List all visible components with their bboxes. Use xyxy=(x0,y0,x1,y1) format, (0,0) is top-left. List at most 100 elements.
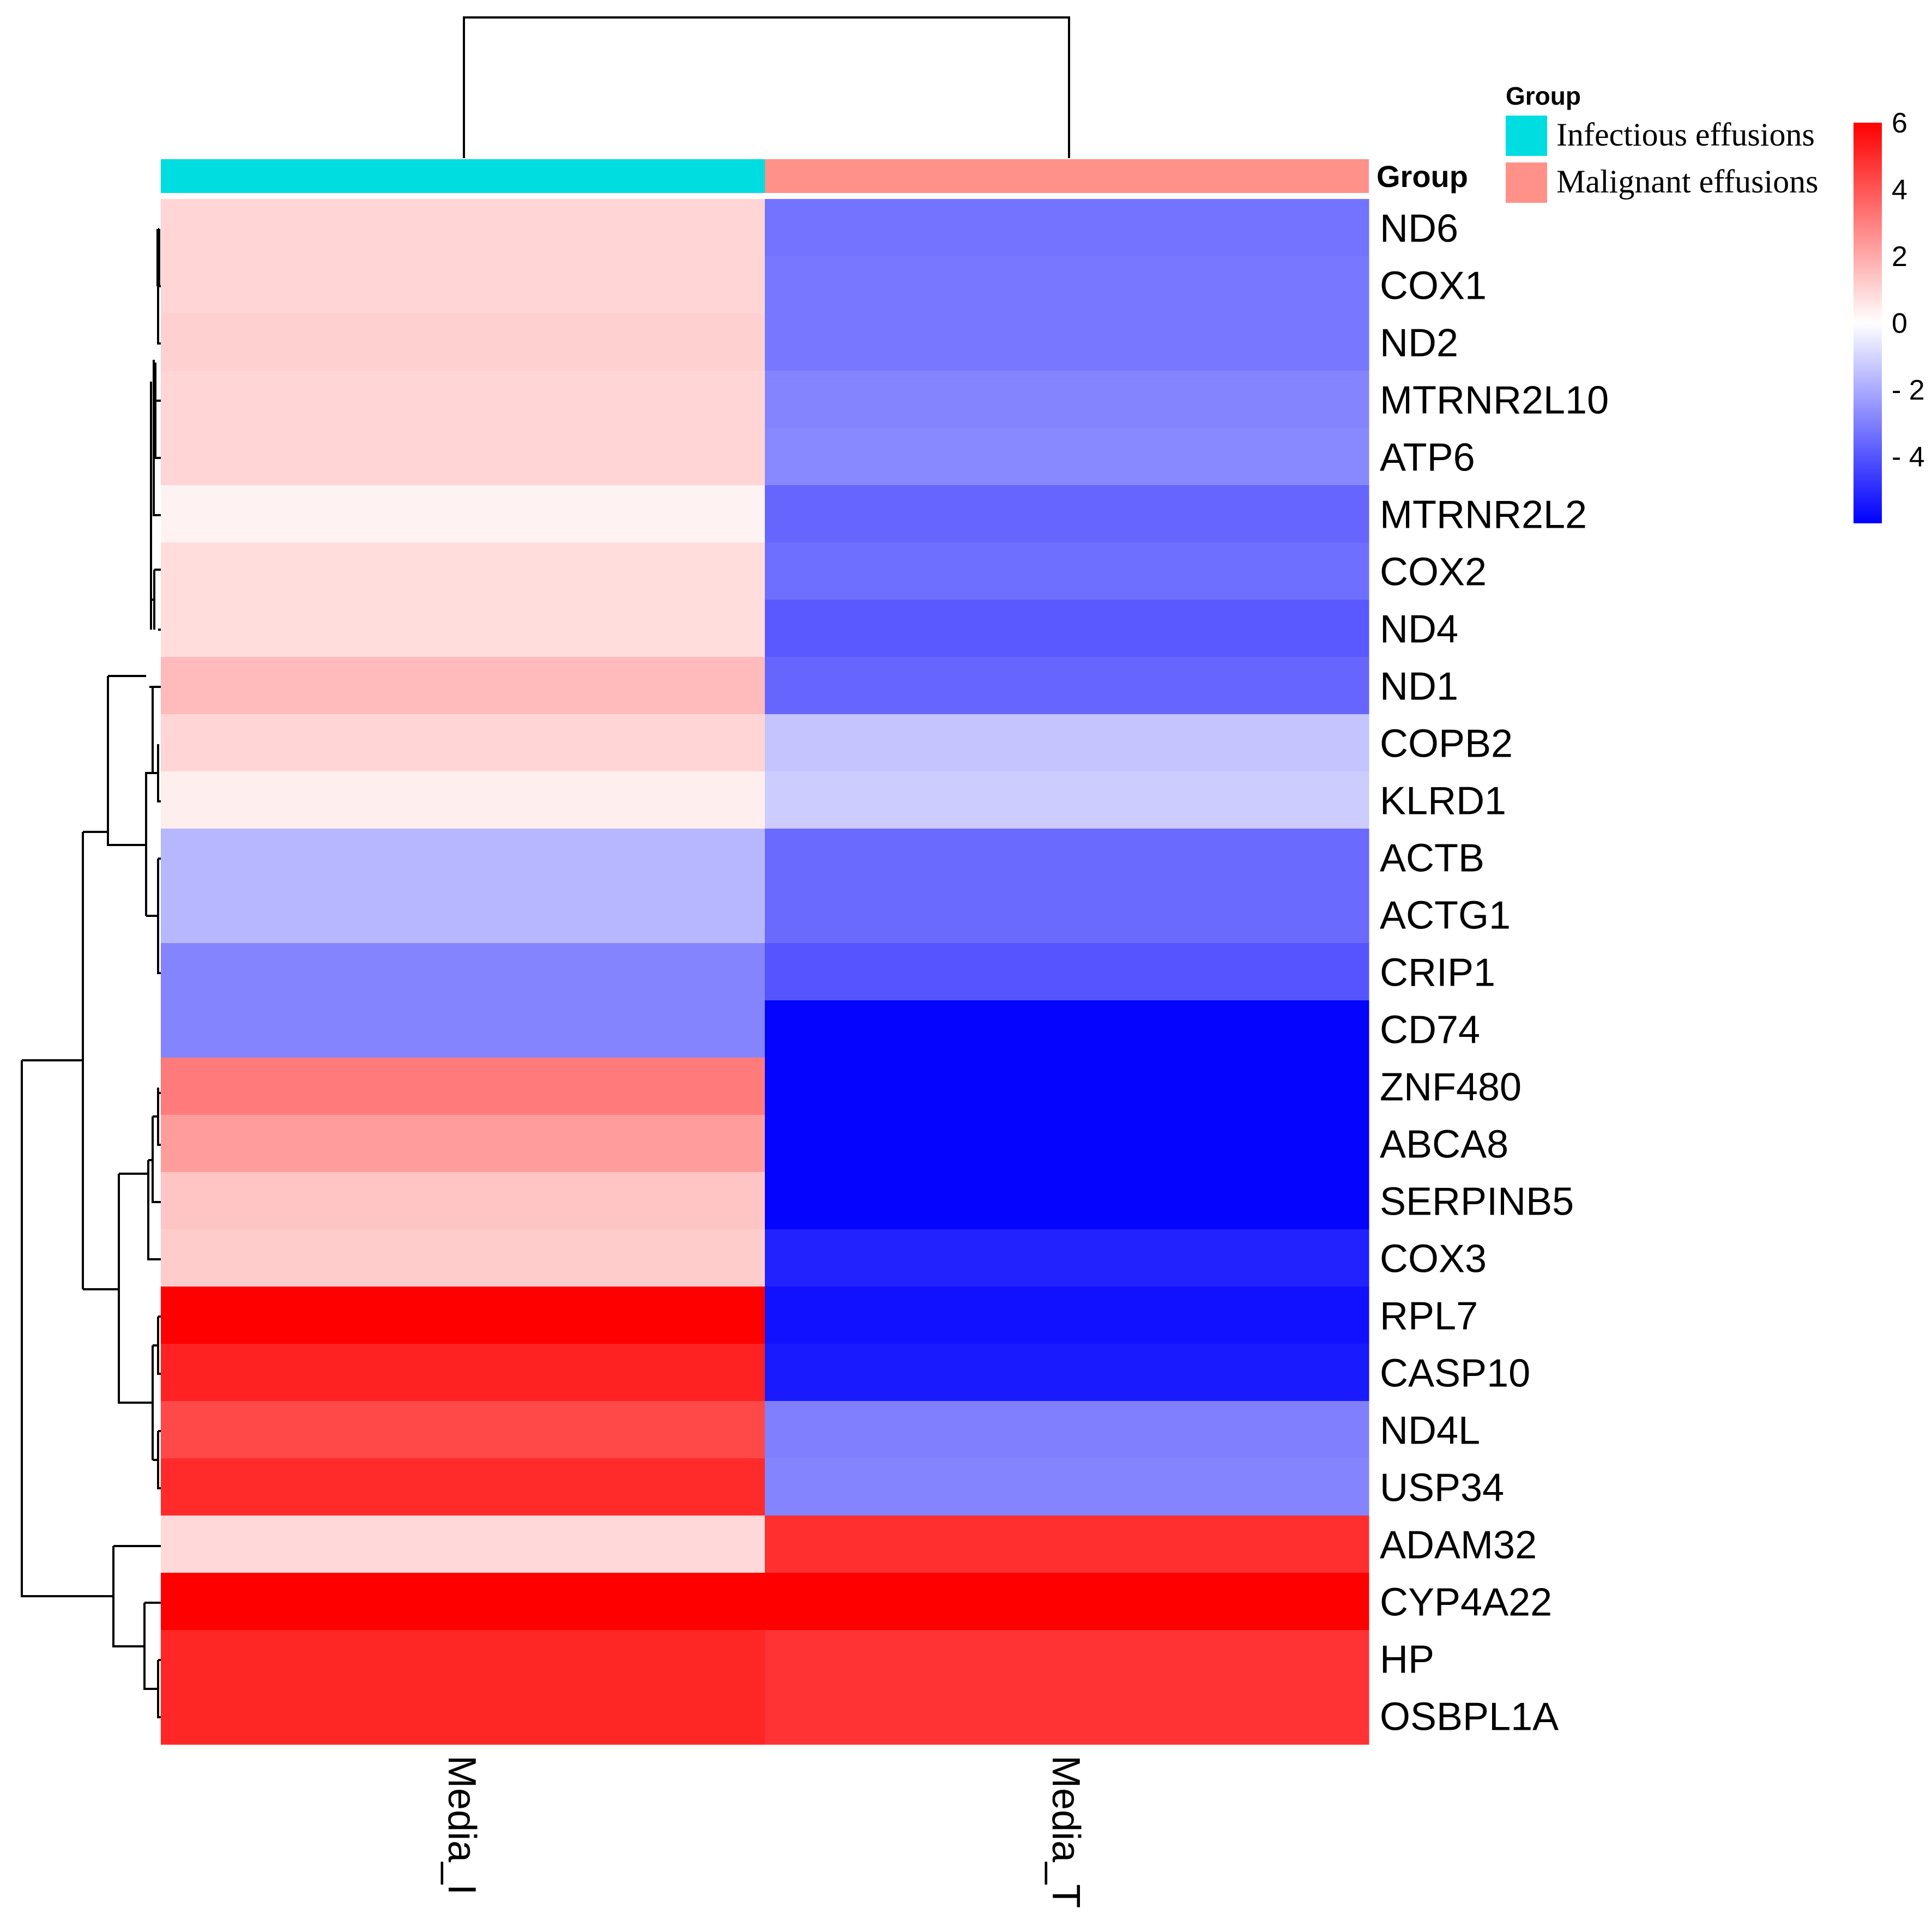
heatmap-cell xyxy=(765,1458,1369,1516)
legend-label-infectious: Infectious effusions xyxy=(1556,117,1815,153)
gene-label-actg1: ACTG1 xyxy=(1380,894,1511,938)
heatmap-cell xyxy=(161,1229,765,1287)
heatmap-cell xyxy=(765,943,1369,1001)
heatmap-cell xyxy=(161,1000,765,1058)
heatmap-cell xyxy=(161,1401,765,1459)
gene-label-klrd1: KLRD1 xyxy=(1380,780,1506,823)
heatmap-cell xyxy=(161,313,765,371)
heatmap-cell xyxy=(161,199,765,257)
legend-label-malignant: Malignant effusions xyxy=(1556,164,1819,200)
heatmap-cell xyxy=(765,428,1369,486)
heatmap-cell xyxy=(765,1115,1369,1173)
heatmap-cell xyxy=(161,542,765,600)
gene-label-serpinb5: SERPINB5 xyxy=(1380,1180,1574,1224)
heatmap-cell xyxy=(765,485,1369,543)
heatmap-cell xyxy=(765,1630,1369,1688)
heatmap-cell xyxy=(161,943,765,1001)
heatmap-cell xyxy=(765,1172,1369,1230)
heatmap-cell xyxy=(765,771,1369,829)
column-dendrogram xyxy=(463,16,1070,158)
gene-label-cd74: CD74 xyxy=(1380,1009,1480,1052)
gene-label-znf480: ZNF480 xyxy=(1380,1066,1522,1109)
gene-label-nd4l: ND4L xyxy=(1380,1409,1480,1453)
gene-label-nd1: ND1 xyxy=(1380,665,1458,709)
gene-label-nd4: ND4 xyxy=(1380,608,1458,651)
gene-label-mtrnr2l2: MTRNR2L2 xyxy=(1380,493,1587,537)
gene-label-atp6: ATP6 xyxy=(1380,436,1475,480)
annotation-cell-media-t xyxy=(765,159,1369,193)
scale-tick-label: - 2 xyxy=(1892,375,1925,406)
scale-tick-label: 4 xyxy=(1892,174,1907,206)
heatmap-cells xyxy=(161,199,1369,1745)
heatmap-cell xyxy=(765,542,1369,600)
gene-label-cox2: COX2 xyxy=(1380,551,1487,594)
gene-label-nd2: ND2 xyxy=(1380,322,1458,365)
column-dendrogram-branch xyxy=(463,16,1070,158)
heatmap-cell xyxy=(161,714,765,772)
heatmap-cell xyxy=(161,1115,765,1173)
gene-label-crip1: CRIP1 xyxy=(1380,951,1495,995)
gene-label-copb2: COPB2 xyxy=(1380,722,1513,766)
heatmap-cell xyxy=(161,256,765,314)
row-dendrogram xyxy=(21,228,161,1718)
heatmap-cell xyxy=(765,886,1369,944)
gene-label-abca8: ABCA8 xyxy=(1380,1123,1508,1167)
color-scale: 6 4 2 0 - 2 - 4 xyxy=(1853,107,1925,523)
heatmap-cell xyxy=(161,657,765,715)
gene-label-adam32: ADAM32 xyxy=(1380,1524,1537,1567)
gene-label-usp34: USP34 xyxy=(1380,1466,1504,1510)
gene-label-casp10: CASP10 xyxy=(1380,1352,1530,1396)
sample-label-media-t: Media_T xyxy=(1044,1755,1088,1908)
scale-tick-label: - 4 xyxy=(1892,442,1925,473)
heatmap-cell xyxy=(765,1401,1369,1459)
gene-label-cyp4a22: CYP4A22 xyxy=(1380,1581,1552,1625)
heatmap-cell xyxy=(161,771,765,829)
heatmap-cell xyxy=(765,256,1369,314)
group-annotation-bar xyxy=(161,159,1369,193)
color-scale-bar xyxy=(1853,123,1882,523)
heatmap-cell xyxy=(765,657,1369,715)
heatmap-cell xyxy=(161,371,765,428)
heatmap-cell xyxy=(765,600,1369,657)
heatmap-cell xyxy=(765,313,1369,371)
gene-label-mtrnr2l10: MTRNR2L10 xyxy=(1380,379,1609,422)
heatmap-cell xyxy=(161,1516,765,1573)
heatmap-cell xyxy=(765,1516,1369,1573)
gene-label-nd6: ND6 xyxy=(1380,207,1458,251)
group-legend: Group Infectious effusions Malignant effu… xyxy=(1506,82,1819,203)
heatmap-cell xyxy=(161,485,765,543)
legend-swatch-infectious xyxy=(1506,116,1547,156)
heatmap-cell xyxy=(161,1630,765,1688)
heatmap-cell xyxy=(765,1287,1369,1344)
heatmap-cell xyxy=(765,1058,1369,1115)
scale-tick-label: 6 xyxy=(1892,107,1907,139)
gene-label-cox1: COX1 xyxy=(1380,264,1487,308)
group-legend-title: Group xyxy=(1506,82,1581,110)
heatmap-cell xyxy=(161,1287,765,1344)
heatmap-cell xyxy=(161,1344,765,1402)
row-dendrogram-branches xyxy=(21,228,161,1718)
gene-label-hp: HP xyxy=(1380,1638,1434,1682)
scale-tick-label: 0 xyxy=(1892,308,1907,340)
heatmap-cell xyxy=(161,1058,765,1115)
heatmap-cell xyxy=(161,1458,765,1516)
heatmap-cell xyxy=(765,714,1369,772)
heatmap-cell xyxy=(161,600,765,657)
heatmap-cell xyxy=(765,1000,1369,1058)
gene-label-cox3: COX3 xyxy=(1380,1237,1487,1281)
gene-label-osbpl1a: OSBPL1A xyxy=(1380,1695,1559,1739)
gene-label-rpl7: RPL7 xyxy=(1380,1295,1478,1338)
heatmap-cell xyxy=(161,1172,765,1230)
heatmap-cell xyxy=(765,1687,1369,1745)
legend-swatch-malignant xyxy=(1506,162,1547,203)
heatmap-cell xyxy=(765,1344,1369,1402)
annotation-cell-media-i xyxy=(161,159,765,193)
heatmap-cell xyxy=(765,199,1369,257)
gene-label-actb: ACTB xyxy=(1380,837,1484,880)
heatmap-cell xyxy=(765,829,1369,886)
heatmap-cell xyxy=(765,371,1369,428)
heatmap-cell xyxy=(161,829,765,886)
sample-labels: Media_I Media_T xyxy=(440,1755,1088,1908)
sample-label-media-i: Media_I xyxy=(440,1755,484,1895)
